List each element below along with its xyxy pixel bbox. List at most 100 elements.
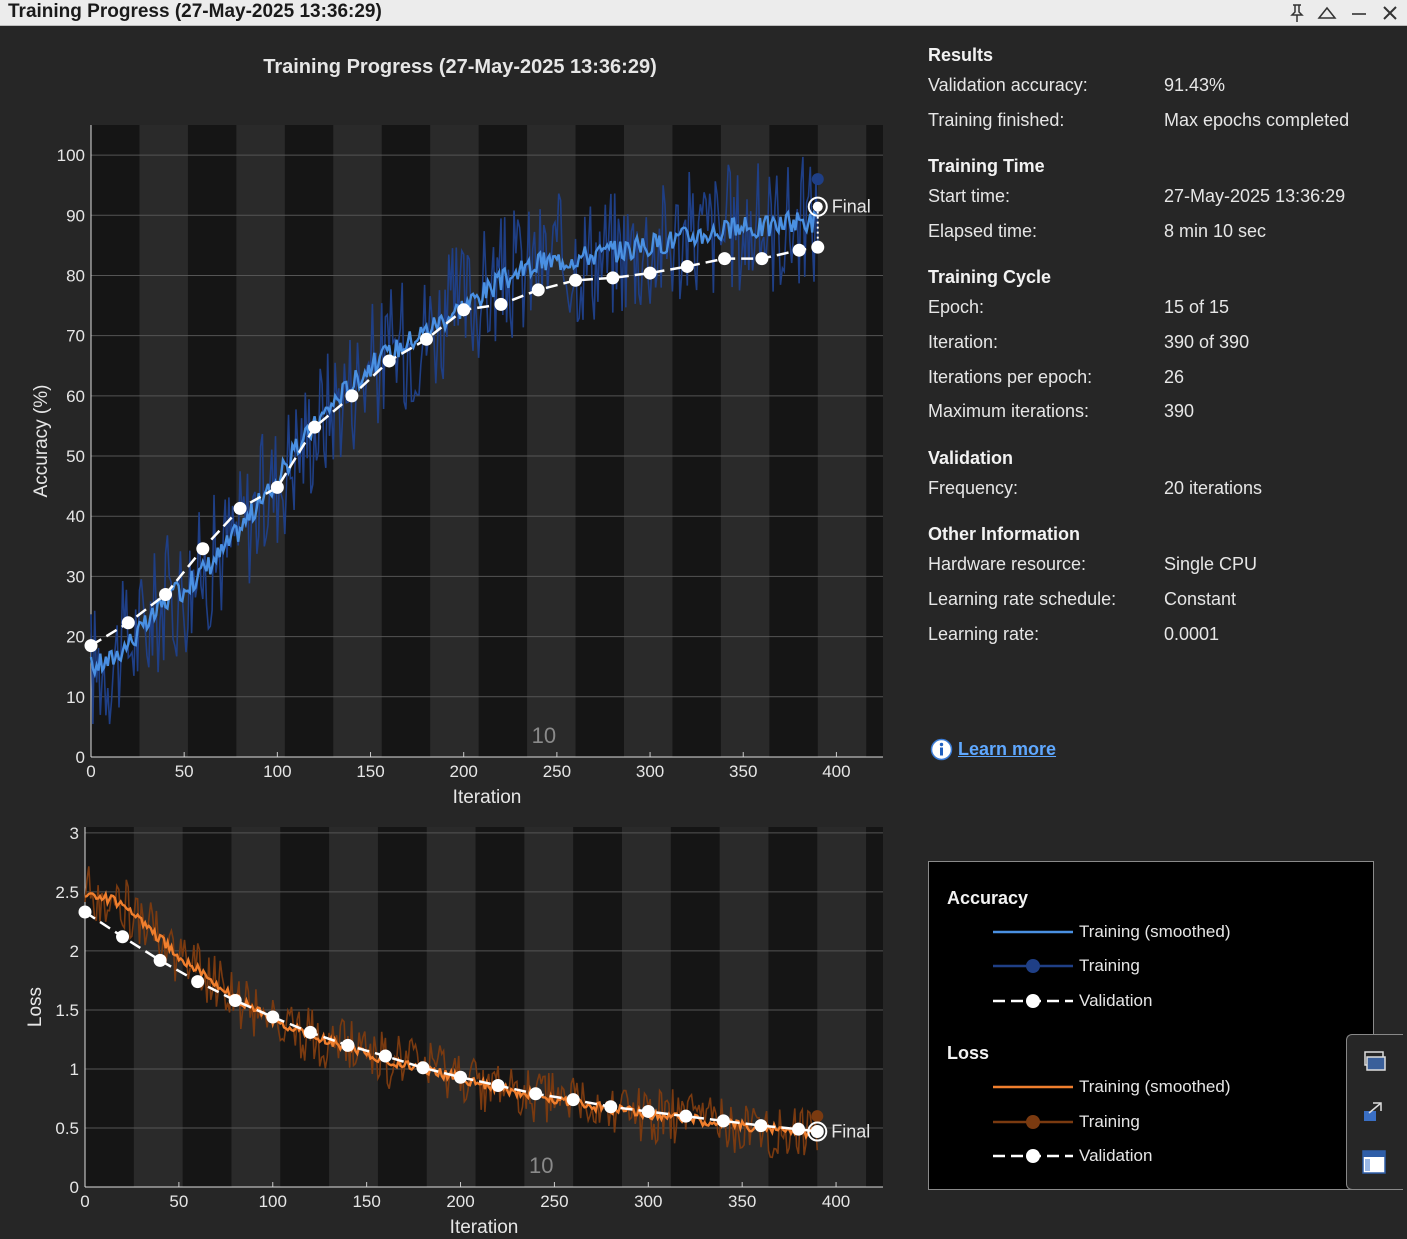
epoch-band (426, 827, 476, 1187)
info-value: 15 of 15 (1164, 297, 1230, 318)
y-axis-label: Accuracy (%) (31, 385, 52, 498)
legend-label: Validation (1079, 1146, 1153, 1165)
minimize-icon[interactable] (1347, 2, 1371, 24)
info-value: 390 of 390 (1164, 331, 1250, 352)
y-tick-label: 1.5 (55, 1001, 79, 1020)
info-label: Iterations per epoch: (928, 366, 1093, 387)
x-tick-label: 300 (636, 762, 664, 781)
x-tick-label: 350 (728, 1192, 756, 1211)
window-title: Training Progress (27-May-2025 13:36:29) (8, 1, 382, 22)
validation-point (121, 616, 135, 630)
legend-validation-icon (993, 1149, 1073, 1163)
info-label: Maximum iterations: (928, 401, 1090, 422)
legend-accuracy-smoothed: Training (smoothed) (991, 917, 1371, 947)
legend-loss-validation: Validation (991, 1141, 1371, 1171)
final-point (812, 1126, 823, 1137)
epoch-band (524, 827, 574, 1187)
final-point (812, 201, 823, 212)
info-value: 91.43% (1164, 75, 1226, 95)
epoch-band (236, 125, 285, 757)
validation-point (754, 1119, 768, 1133)
learn-more-text[interactable]: Learn more (958, 739, 1057, 759)
x-tick-label: 400 (822, 762, 850, 781)
y-tick-label: 60 (66, 387, 85, 406)
info-label: Frequency: (928, 477, 1019, 498)
info-label: Iteration: (928, 331, 999, 352)
validation-point (382, 354, 396, 368)
info-value: Single CPU (1164, 554, 1258, 575)
validation-point (233, 501, 247, 515)
epoch-label: 10 (532, 723, 556, 748)
y-tick-label: 20 (66, 628, 85, 647)
legend-accuracy-training: Training (991, 951, 1371, 981)
x-tick-label: 0 (86, 762, 95, 781)
info-value: Max epochs completed (1164, 109, 1350, 130)
y-tick-label: 90 (66, 206, 85, 225)
learn-more-link[interactable]: Learn more (930, 738, 1056, 761)
validation-point (308, 420, 322, 434)
epoch-band (527, 125, 576, 757)
validation-point (454, 1070, 468, 1084)
y-tick-label: 1 (70, 1060, 79, 1079)
validation-point (270, 480, 284, 494)
y-tick-label: 2.5 (55, 883, 79, 902)
training-cycle-heading: Training Cycle (928, 267, 1052, 288)
info-row: Epoch: 15 of 15 (928, 290, 1388, 325)
y-tick-label: 50 (66, 447, 85, 466)
x-tick-label: 200 (450, 762, 478, 781)
pin-icon[interactable] (1285, 2, 1309, 24)
close-icon[interactable] (1378, 2, 1402, 24)
y-tick-label: 100 (57, 146, 85, 165)
validation-point (266, 1010, 280, 1024)
y-tick-label: 0.5 (55, 1119, 79, 1138)
x-axis-label: Iteration (453, 787, 522, 808)
stop-icon[interactable] (1359, 1097, 1389, 1127)
y-tick-label: 80 (66, 266, 85, 285)
info-value: 20 iterations (1164, 477, 1263, 498)
info-row: Elapsed time: 8 min 10 sec (928, 214, 1388, 249)
training-last-point (811, 173, 824, 186)
validation-point (569, 273, 583, 287)
info-panel: Results Validation accuracy: 91.43% Train… (928, 27, 1388, 651)
legend-label: Training (1079, 956, 1140, 975)
undock-icon[interactable] (1315, 2, 1339, 24)
other-info-heading: Other Information (928, 524, 1080, 545)
info-icon (930, 738, 953, 761)
legend-loss-heading: Loss (947, 1043, 990, 1063)
final-label: Final (832, 197, 871, 217)
training-time-heading: Training Time (928, 156, 1045, 177)
validation-heading: Validation (928, 447, 1014, 468)
x-tick-label: 50 (169, 1192, 188, 1211)
layout-icon[interactable] (1359, 1147, 1389, 1177)
validation-point (494, 297, 508, 311)
validation-point (419, 332, 433, 346)
x-tick-label: 250 (543, 762, 571, 781)
x-tick-label: 150 (352, 1192, 380, 1211)
export-icon[interactable] (1359, 1047, 1389, 1077)
final-label: Final (831, 1122, 870, 1142)
legend-marker-icon (993, 959, 1073, 973)
x-tick-label: 100 (263, 762, 291, 781)
validation-point (228, 994, 242, 1008)
results-heading: Results (928, 45, 994, 65)
validation-point (416, 1061, 430, 1075)
x-tick-label: 350 (729, 762, 757, 781)
validation-point (191, 975, 205, 989)
training-line (90, 156, 819, 725)
info-label: Validation accuracy: (928, 75, 1088, 95)
epoch-band (139, 125, 188, 757)
x-axis-label: Iteration (450, 1217, 519, 1238)
info-label: Start time: (928, 186, 1011, 207)
accuracy-chart: 0 10 20 30 40 50 60 70 80 90 100 0 50 100 150 200 250 300… (31, 125, 883, 808)
legend: Accuracy Training (smoothed) Training Va… (928, 861, 1374, 1190)
info-row: Maximum iterations: 390 (928, 394, 1388, 429)
info-label: Hardware resource: (928, 554, 1087, 575)
validation-line (84, 910, 818, 1133)
validation-point (159, 587, 173, 601)
validation-point (457, 303, 471, 317)
validation-point (566, 1093, 580, 1107)
info-value: 390 (1164, 401, 1195, 422)
title-bar: Training Progress (27-May-2025 13:36:29) (0, 0, 1407, 26)
legend-line-icon (993, 1085, 1073, 1089)
info-value: Constant (1164, 588, 1237, 609)
